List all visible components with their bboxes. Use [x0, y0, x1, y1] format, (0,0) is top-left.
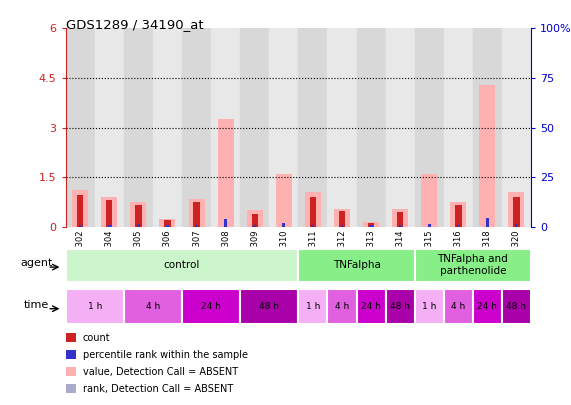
Bar: [513, 197, 520, 227]
Bar: [363, 222, 379, 227]
Bar: [247, 210, 263, 227]
Bar: [72, 190, 88, 227]
Text: 4 h: 4 h: [451, 302, 465, 311]
Bar: [211, 28, 240, 227]
Bar: [130, 202, 146, 227]
Bar: [415, 28, 444, 227]
Bar: [457, 225, 460, 227]
Bar: [166, 225, 169, 227]
Bar: [224, 219, 227, 227]
Bar: [195, 225, 198, 227]
Bar: [339, 211, 345, 227]
Bar: [397, 212, 403, 227]
Bar: [444, 28, 473, 227]
Text: 48 h: 48 h: [259, 302, 279, 311]
Bar: [182, 289, 240, 324]
Bar: [399, 225, 401, 227]
Bar: [282, 223, 286, 227]
Bar: [77, 195, 83, 227]
Bar: [276, 174, 292, 227]
Text: 4 h: 4 h: [146, 302, 160, 311]
Bar: [392, 209, 408, 227]
Bar: [368, 223, 374, 227]
Bar: [327, 289, 356, 324]
Text: count: count: [83, 333, 110, 343]
Text: 48 h: 48 h: [506, 302, 526, 311]
Bar: [101, 197, 117, 227]
Text: control: control: [164, 260, 200, 270]
Bar: [153, 28, 182, 227]
Bar: [251, 213, 258, 227]
Bar: [473, 289, 502, 324]
Text: 4 h: 4 h: [335, 302, 349, 311]
Bar: [369, 225, 372, 227]
Bar: [502, 28, 531, 227]
Bar: [270, 28, 298, 227]
Bar: [240, 28, 270, 227]
Bar: [356, 28, 385, 227]
Text: 24 h: 24 h: [201, 302, 221, 311]
Bar: [66, 249, 298, 282]
Bar: [135, 205, 142, 227]
Bar: [79, 225, 82, 227]
Bar: [95, 28, 124, 227]
Text: 48 h: 48 h: [390, 302, 410, 311]
Bar: [124, 289, 182, 324]
Bar: [254, 225, 256, 227]
Bar: [473, 28, 502, 227]
Bar: [515, 224, 518, 227]
Bar: [194, 202, 200, 227]
Bar: [164, 220, 171, 227]
Text: percentile rank within the sample: percentile rank within the sample: [83, 350, 248, 360]
Bar: [311, 225, 315, 227]
Bar: [309, 197, 316, 227]
Bar: [124, 28, 153, 227]
Bar: [451, 202, 467, 227]
Text: time: time: [23, 300, 49, 310]
Bar: [182, 28, 211, 227]
Text: GDS1289 / 34190_at: GDS1289 / 34190_at: [66, 18, 203, 31]
Text: 1 h: 1 h: [87, 302, 102, 311]
Bar: [509, 192, 525, 227]
Bar: [188, 199, 204, 227]
Text: rank, Detection Call = ABSENT: rank, Detection Call = ABSENT: [83, 384, 233, 394]
Bar: [159, 219, 175, 227]
Bar: [480, 85, 496, 227]
Bar: [356, 289, 385, 324]
Text: TNFalpha: TNFalpha: [332, 260, 380, 270]
Bar: [66, 289, 124, 324]
Bar: [106, 200, 112, 227]
Text: TNFalpha and
parthenolide: TNFalpha and parthenolide: [437, 254, 508, 276]
Bar: [455, 205, 461, 227]
Bar: [218, 119, 234, 227]
Text: 1 h: 1 h: [422, 302, 436, 311]
Bar: [502, 289, 531, 324]
Bar: [298, 249, 415, 282]
Text: 24 h: 24 h: [477, 302, 497, 311]
Bar: [240, 289, 298, 324]
Bar: [385, 289, 415, 324]
Bar: [137, 224, 140, 227]
Bar: [108, 225, 111, 227]
Text: agent: agent: [20, 258, 53, 269]
Bar: [415, 249, 531, 282]
Bar: [305, 192, 321, 227]
Bar: [444, 289, 473, 324]
Bar: [385, 28, 415, 227]
Bar: [327, 28, 356, 227]
Bar: [298, 28, 327, 227]
Bar: [340, 225, 343, 227]
Bar: [298, 289, 327, 324]
Text: value, Detection Call = ABSENT: value, Detection Call = ABSENT: [83, 367, 238, 377]
Bar: [421, 174, 437, 227]
Bar: [486, 217, 489, 227]
Bar: [415, 289, 444, 324]
Bar: [334, 209, 350, 227]
Text: 1 h: 1 h: [305, 302, 320, 311]
Text: 24 h: 24 h: [361, 302, 381, 311]
Bar: [428, 224, 431, 227]
Bar: [66, 28, 95, 227]
